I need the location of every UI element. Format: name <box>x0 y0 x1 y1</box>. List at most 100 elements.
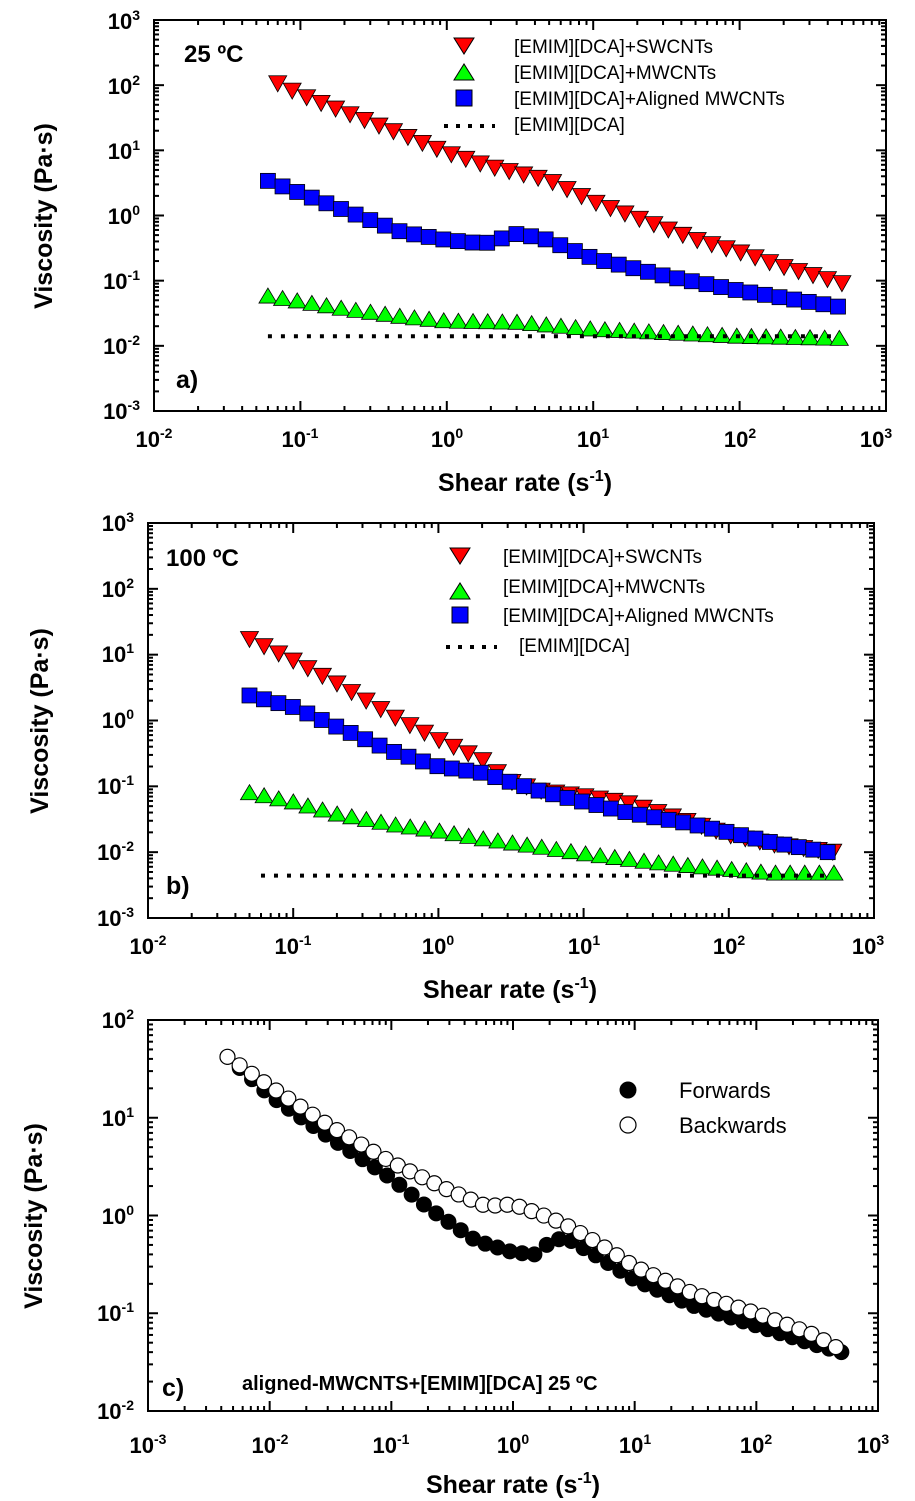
panel-b-series-2-point <box>819 844 836 861</box>
panel-b-series-0-point <box>458 745 478 763</box>
panel-a-series-0-point <box>759 254 780 272</box>
panel-a-series-0-point <box>542 174 563 192</box>
panel-a-series-0-point <box>586 194 606 213</box>
panel-b-series-0-point <box>400 717 420 735</box>
panel-a-series-2-point <box>800 293 817 310</box>
panel-b-temperature: 100 ºC <box>166 545 239 572</box>
panel-a-series-2-point <box>523 228 539 245</box>
panel-a-series-2-point <box>391 223 408 240</box>
panel-b-series-0-point <box>298 660 318 678</box>
panel-b-series-0-point <box>283 652 303 670</box>
panel-b-series-1-point <box>619 850 640 867</box>
panel-a-series-2-point <box>742 284 759 301</box>
panel-b-legend-aligned-marker <box>451 606 469 624</box>
panel-b-xtick-1: 10-1 <box>275 932 312 959</box>
panel-b-series-2-point <box>415 753 431 770</box>
panel-c-legend-forwards: Forwards <box>679 1078 771 1103</box>
panel-a-series-1-point <box>448 312 469 329</box>
panel-a-ytick-0: 10-3 <box>103 397 140 424</box>
panel-a-series-0-point <box>369 117 389 135</box>
panel-a-x-axis-label: Shear rate (s-1) <box>438 468 612 497</box>
panel-b-series-0-point <box>239 631 260 649</box>
panel-a-series-0-point <box>600 200 621 218</box>
panel-c-series-1-point <box>572 1224 589 1242</box>
panel-a-series-2-point <box>610 256 627 273</box>
panel-c-ytick-3: 101 <box>102 1104 134 1131</box>
panel-a-legend-pure: [EMIM][DCA] <box>514 115 625 136</box>
panel-c-marks <box>219 1048 850 1361</box>
panel-b-series-2-point <box>559 789 576 806</box>
panel-a-series-0-point <box>629 210 650 229</box>
panel-b-series-1-point <box>269 790 289 807</box>
panel-c-series-1-point <box>316 1114 333 1131</box>
panel-b-series-1-point <box>502 834 523 851</box>
panel-a-series-2-point <box>552 237 569 254</box>
panel-b-series-2-point <box>270 695 287 712</box>
panel-c-ytick-2: 100 <box>102 1202 134 1229</box>
panel-b-series-1-point <box>488 832 508 849</box>
panel-b-legend-pure: [EMIM][DCA] <box>519 636 630 657</box>
panel-c-xtick-5: 102 <box>740 1431 772 1458</box>
panel-c-series-0-point <box>428 1205 445 1222</box>
panel-a-legend-swcnt-marker <box>453 37 475 55</box>
panel-b-series-1-point <box>546 840 567 857</box>
panel-b-series-0-point <box>341 684 362 702</box>
panel-b-series-1-point <box>561 842 581 860</box>
panel-a-series-0-point <box>745 249 765 267</box>
panel-b-series-1-point <box>371 813 391 830</box>
panel-c-series-1-point <box>328 1122 346 1139</box>
panel-a-series-2-point <box>640 263 656 280</box>
panel-b-series-2-point <box>704 820 720 837</box>
panel-a-series-0-point <box>658 221 679 239</box>
panel-a-ytick-3: 100 <box>108 202 140 229</box>
panel-a-xtick-2: 100 <box>431 425 463 452</box>
panel-a-series-1-point <box>404 309 425 326</box>
panel-b-series-0-point <box>371 701 391 719</box>
panel-b-series-1-point <box>678 856 698 873</box>
panel-a-series-1-point <box>331 299 351 316</box>
panel-a-series-2-point <box>493 230 510 247</box>
panel-a-series-1-point <box>390 307 410 324</box>
panel-b-series-2-point <box>718 823 735 840</box>
panel-b-series-2-point <box>516 778 533 795</box>
panel-a-series-1-point <box>375 305 395 322</box>
panel-b-ytick-5: 102 <box>102 575 134 602</box>
panel-b-series-2-point <box>357 731 374 748</box>
panel-a-series-2-point <box>669 270 686 287</box>
panel-b-series-1-point <box>692 858 713 875</box>
panel-b-xtick-4: 102 <box>713 932 745 959</box>
panel-a-series-2-point <box>464 234 481 251</box>
panel-a-series-1-point <box>829 329 850 346</box>
panel-b-series-2-point <box>342 725 359 741</box>
panel-a-series-2-point <box>376 217 393 234</box>
panel-a-label: a) <box>176 366 198 394</box>
panel-c-series-0-point <box>366 1159 383 1176</box>
panel-a-xtick-1: 10-1 <box>282 425 319 452</box>
panel-b-series-1-point <box>444 824 464 842</box>
panel-a-series-1-point <box>492 313 513 330</box>
panel-c-legend-backwards-marker <box>619 1116 637 1134</box>
panel-c-series-1-point <box>268 1082 285 1099</box>
panel-b-series-1-point <box>415 820 435 837</box>
panel-b-series-2-point <box>660 811 677 828</box>
panel-c-xtick-6: 103 <box>857 1431 889 1458</box>
panel-b-series-2-point <box>241 687 258 704</box>
panel-b-series-1-point <box>327 805 347 822</box>
panel-a-series-0-point <box>441 146 462 164</box>
panel-c-series-0-point <box>526 1246 543 1263</box>
panel-c-series-1-point <box>353 1136 370 1153</box>
panel-a-ytick-6: 103 <box>108 7 140 34</box>
panel-a-series-2-point <box>815 296 832 313</box>
panel-b-legend-aligned: [EMIM][DCA]+Aligned MWCNTs <box>503 606 774 627</box>
panel-b-series-1-point <box>517 836 537 853</box>
panel-a-series-1-point <box>272 289 293 306</box>
panel-b-series-1-point <box>824 864 844 881</box>
panel-b-series-2-point <box>805 841 822 858</box>
panel-b-series-2-point <box>487 769 504 786</box>
panel-a-series-2-point <box>683 273 700 290</box>
panel-a-series-2-point <box>566 243 583 259</box>
panel-c-xtick-2: 10-1 <box>373 1431 410 1458</box>
panel-b-series-2-point <box>313 712 330 728</box>
panel-a-series-0-point <box>702 236 722 254</box>
panel-a-y-axis-label: Viscosity (Pa·s) <box>30 123 58 309</box>
